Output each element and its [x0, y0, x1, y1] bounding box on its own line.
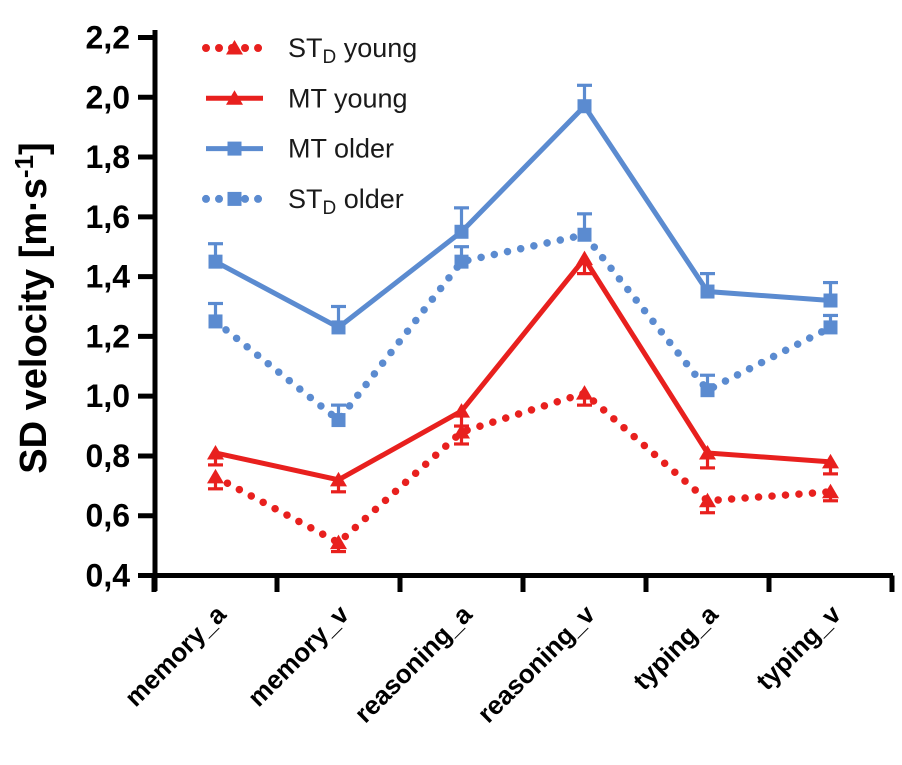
std-young-marker	[576, 385, 593, 400]
std-older-marker	[577, 227, 592, 242]
legend-label: STD older	[288, 184, 404, 219]
y-tick-label: 0,6	[86, 498, 130, 534]
legend-item-std-young: STD young	[202, 33, 417, 68]
legend-marker	[227, 191, 242, 206]
y-tick-label: 2,2	[86, 19, 130, 55]
y-tick-label: 0,4	[86, 558, 131, 594]
legend-label: STD young	[288, 33, 417, 68]
x-category-label: reasoning_a	[348, 599, 478, 729]
std-young-marker	[699, 492, 716, 508]
legend-marker	[227, 141, 242, 156]
legend-item-mt-older: MT older	[206, 134, 394, 164]
std-young-marker	[822, 483, 839, 499]
y-tick-label: 2,0	[86, 79, 130, 115]
legend-item-std-older: STD older	[202, 184, 404, 219]
mt-older-marker	[823, 293, 838, 308]
mt-young-marker	[330, 471, 347, 487]
std-young-marker	[453, 424, 470, 439]
y-tick-label: 0,8	[86, 438, 130, 474]
std-young-marker	[330, 534, 347, 550]
mt-older-marker	[331, 320, 346, 335]
mt-young-marker	[822, 453, 839, 469]
y-tick-label: 1,2	[86, 318, 130, 354]
x-category-label: memory_a	[119, 599, 233, 713]
mt-young-marker	[453, 403, 470, 418]
y-tick-label: 1,0	[86, 378, 130, 414]
mt-older-marker	[208, 254, 223, 269]
y-tick-label: 1,4	[86, 259, 131, 295]
mt-older-line	[214, 102, 831, 331]
y-axis-title: SD velocity [m·s-1]	[9, 142, 55, 473]
legend-label: MT young	[288, 83, 408, 113]
std-young-marker	[207, 468, 224, 484]
x-category-label: reasoning_v	[471, 599, 601, 729]
x-category-label: memory_v	[242, 599, 356, 713]
mt-young-marker	[699, 444, 716, 460]
legend-item-mt-young: MT young	[206, 83, 408, 113]
mt-older-marker	[577, 99, 592, 114]
mt-older-marker	[454, 224, 469, 239]
mt-older-marker	[700, 284, 715, 299]
y-tick-label: 1,8	[86, 139, 130, 175]
mt-young-marker	[207, 444, 224, 460]
std-older-line	[211, 230, 835, 426]
std-older-marker	[700, 383, 715, 398]
x-category-label: typing_a	[627, 599, 724, 696]
std-older-marker	[331, 413, 346, 428]
std-young-line	[211, 388, 835, 548]
mt-young-line	[214, 254, 831, 483]
legend-marker	[226, 40, 243, 55]
legend-label: MT older	[288, 134, 394, 164]
std-older-marker	[823, 320, 838, 335]
legend-marker	[226, 90, 243, 105]
x-category-label: typing_v	[750, 599, 847, 696]
mt-young-marker	[576, 250, 593, 266]
y-tick-label: 1,6	[86, 199, 130, 235]
std-older-marker	[454, 254, 469, 269]
std-older-marker	[208, 314, 223, 329]
